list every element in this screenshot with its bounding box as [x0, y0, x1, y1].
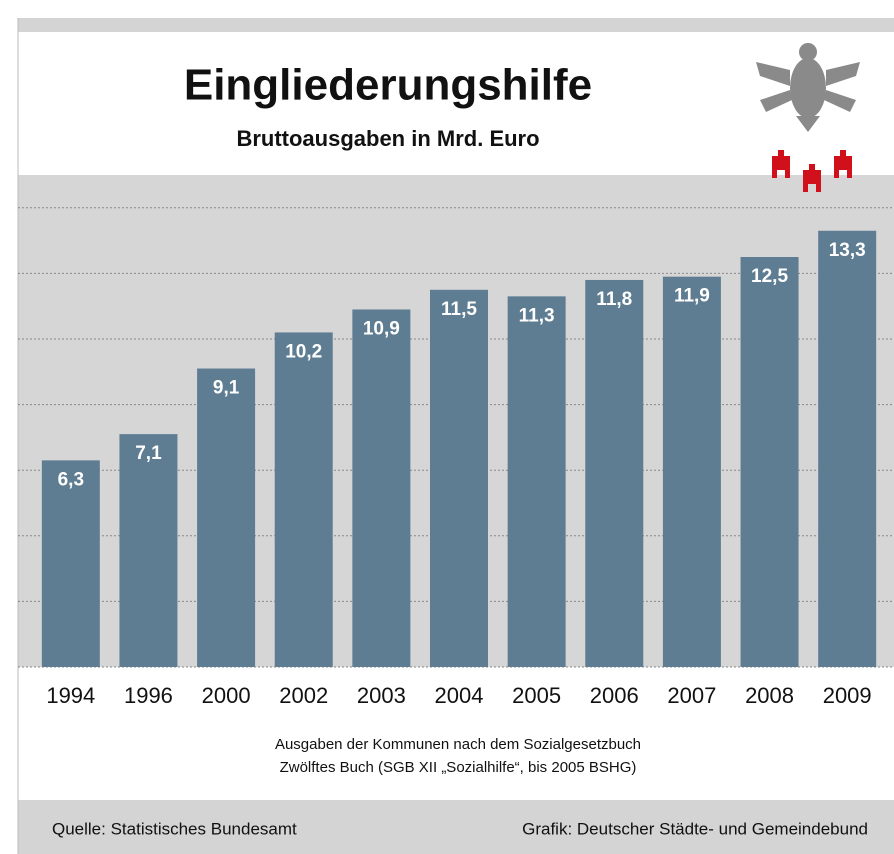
- value-label: 13,3: [829, 240, 866, 261]
- x-tick-label: 2004: [435, 683, 484, 708]
- chart-subtitle: Bruttoausgaben in Mrd. Euro: [236, 126, 539, 151]
- x-tick-label: 2005: [512, 683, 561, 708]
- bar: [507, 296, 566, 667]
- value-label: 12,5: [751, 266, 788, 287]
- value-label: 10,2: [285, 341, 322, 362]
- bar: [119, 434, 178, 667]
- value-label: 6,3: [58, 469, 84, 490]
- x-tick-label: 2009: [823, 683, 872, 708]
- bar: [274, 332, 333, 667]
- bar: [740, 257, 799, 667]
- value-label: 11,8: [596, 289, 632, 310]
- value-label: 11,3: [519, 305, 555, 326]
- note-line: Ausgaben der Kommunen nach dem Sozialges…: [275, 736, 641, 753]
- footer-band: [18, 800, 894, 854]
- bar: [585, 279, 644, 667]
- x-tick-label: 2008: [745, 683, 794, 708]
- value-label: 9,1: [213, 378, 240, 399]
- eagle-logo: [756, 43, 860, 132]
- bar: [197, 368, 256, 667]
- bar: [430, 289, 488, 667]
- castle-logo: [772, 150, 852, 192]
- value-label: 7,1: [135, 443, 162, 464]
- bar: [352, 309, 411, 667]
- chart-title: Eingliederungshilfe: [184, 61, 592, 110]
- source: Quelle: Statistisches Bundesamt: [52, 819, 297, 838]
- bar: [818, 230, 877, 667]
- x-tick-label: 1996: [124, 683, 173, 708]
- credit: Grafik: Deutscher Städte- und Gemeindebu…: [522, 819, 868, 838]
- x-tick-label: 2007: [667, 683, 716, 708]
- x-tick-label: 2000: [202, 683, 251, 708]
- value-label: 10,9: [363, 318, 400, 339]
- x-tick-label: 2003: [357, 683, 406, 708]
- bar: [662, 276, 721, 667]
- x-tick-label: 2002: [279, 683, 328, 708]
- x-tick-label: 2006: [590, 683, 639, 708]
- value-label: 11,9: [674, 286, 710, 307]
- x-tick-label: 1994: [46, 683, 95, 708]
- value-label: 11,5: [441, 299, 477, 320]
- note-line: Zwölftes Buch (SGB XII „Sozialhilfe“, bi…: [280, 759, 637, 776]
- top-band: [18, 18, 894, 32]
- bar: [41, 460, 100, 667]
